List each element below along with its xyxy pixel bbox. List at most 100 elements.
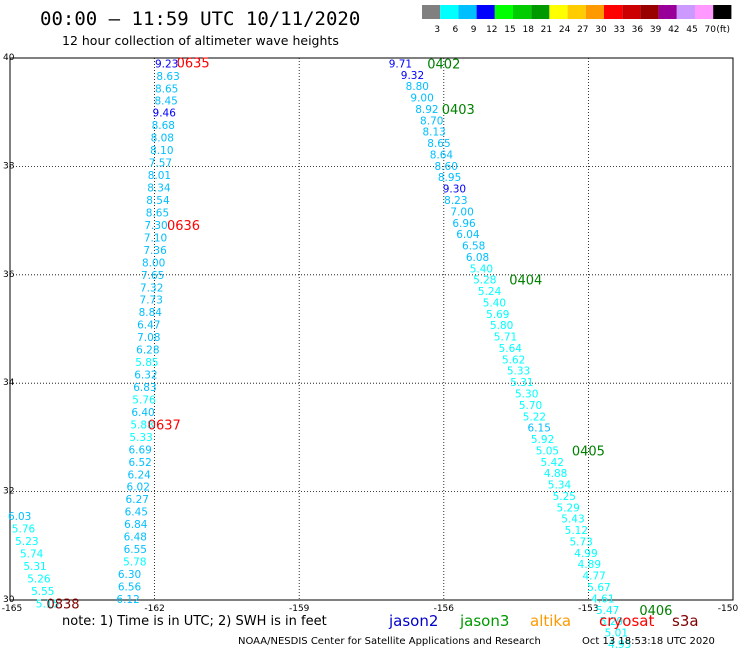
legend-swatch — [567, 5, 586, 19]
legend-swatch — [713, 5, 732, 19]
swh-value: 5.01 — [605, 628, 628, 640]
swh-value: 5.88 — [130, 419, 153, 431]
swh-value: 5.31 — [23, 561, 46, 573]
swh-value: 4.61 — [591, 593, 614, 605]
swh-value: 8.95 — [438, 172, 461, 184]
swh-value: 5.62 — [502, 354, 525, 366]
swh-value: 6.55 — [124, 544, 147, 556]
swh-value: 6.45 — [125, 507, 148, 519]
swh-value: 6.24 — [127, 469, 151, 481]
y-tick-label: 34 — [3, 378, 15, 388]
swh-value: 8.68 — [152, 120, 175, 132]
grid-lines — [10, 58, 733, 600]
x-tick-label: -159 — [289, 604, 310, 614]
legend-label: 15 — [504, 25, 515, 35]
swh-value: 6.56 — [118, 581, 142, 593]
legend-swatch — [549, 5, 568, 19]
legend-label: 3 — [434, 25, 440, 35]
swh-value: 8.01 — [148, 170, 171, 182]
swh-value: 4.95 — [608, 639, 631, 650]
swh-value: 7.32 — [140, 282, 163, 294]
swh-value: 9.23 — [155, 58, 178, 70]
swh-value: 5.71 — [494, 332, 517, 344]
swh-value: 4.88 — [544, 468, 567, 480]
swh-value: 5.74 — [20, 548, 44, 560]
y-tick-label: 36 — [3, 270, 15, 280]
pass-time-label: 0637 — [148, 418, 181, 433]
x-tick-label: -153 — [578, 604, 598, 614]
swh-value: 6.58 — [462, 241, 485, 253]
swh-value: 6.32 — [134, 370, 157, 382]
swh-value: 6.69 — [128, 444, 151, 456]
footer-note: note: 1) Time is in UTC; 2) SWH is in fe… — [62, 614, 327, 629]
swh-value: 6.30 — [118, 569, 141, 581]
swh-value: 8.64 — [430, 149, 454, 161]
swh-value: 9.30 — [443, 184, 466, 196]
legend-label: 6 — [453, 25, 459, 35]
swh-value: 8.13 — [422, 127, 445, 139]
swh-value: 5.24 — [478, 286, 502, 298]
swh-value: 8.70 — [420, 115, 443, 127]
swh-value: 6.83 — [133, 382, 156, 394]
swh-value: 6.03 — [8, 511, 31, 523]
swh-value: 6.12 — [116, 594, 139, 606]
legend-swatch — [658, 5, 677, 19]
swh-value: 5.92 — [531, 434, 554, 446]
legend-label: 27 — [577, 25, 588, 35]
legend-label: 42 — [668, 25, 679, 35]
x-tick-label: -165 — [2, 604, 22, 614]
satellite-legend: jason2 jason3 altika cryosat s3a — [388, 612, 699, 630]
legend-swatch — [440, 5, 459, 19]
satellite-cryosat: cryosat — [599, 612, 654, 630]
swh-value: 4.77 — [582, 571, 605, 583]
legend-swatch — [585, 5, 604, 19]
swh-value: 8.84 — [139, 307, 163, 319]
pass-time-label: 0403 — [442, 103, 475, 118]
legend-label: 33 — [613, 25, 624, 35]
swh-value: 8.34 — [147, 183, 171, 195]
legend-label: 70 — [704, 25, 716, 35]
swh-value: 5.12 — [565, 525, 588, 537]
legend-swatch — [494, 5, 513, 19]
swh-value: 5.30 — [515, 388, 538, 400]
swh-value: 5.43 — [561, 514, 584, 526]
swh-value: 6.27 — [126, 494, 149, 506]
swh-value: 6.40 — [131, 407, 154, 419]
swh-value: 6.96 — [452, 218, 476, 230]
swh-value: 6.84 — [124, 519, 148, 531]
pass-time-label: 0636 — [167, 219, 200, 234]
swh-value: 8.08 — [151, 133, 174, 145]
legend-swatch — [531, 5, 550, 19]
legend-swatch — [476, 5, 495, 19]
pass-time-label: 0635 — [177, 56, 210, 71]
swh-value: 9.71 — [389, 58, 412, 70]
swh-value: 5.29 — [600, 616, 623, 628]
y-tick-label: 38 — [3, 161, 15, 171]
swh-value: 5.76 — [132, 394, 156, 406]
swh-value: 5.78 — [123, 557, 146, 569]
swh-value: 8.23 — [444, 195, 467, 207]
swh-value: 5.69 — [486, 309, 509, 321]
chart-title: 00:00 – 11:59 UTC 10/11/2020 — [40, 8, 360, 30]
legend-label: 12 — [486, 25, 497, 35]
swh-value: 8.65 — [427, 138, 450, 150]
swh-value: 8.80 — [406, 81, 429, 93]
legend-swatch — [604, 5, 623, 19]
legend-label: 24 — [559, 25, 571, 35]
pass-time-label: 0406 — [639, 604, 672, 619]
credit-text: NOAA/NESDIS Center for Satellite Applica… — [238, 636, 541, 647]
swh-value: 7.65 — [141, 270, 164, 282]
legend-label: 30 — [595, 25, 607, 35]
swh-value: 5.26 — [27, 573, 51, 585]
swh-value: 5.29 — [556, 502, 579, 514]
swh-value: 6.47 — [137, 320, 160, 332]
swh-value: 8.92 — [415, 104, 438, 116]
pass-time-label: 0404 — [509, 274, 542, 289]
legend-swatch — [513, 5, 532, 19]
swh-value: 4.89 — [578, 559, 601, 571]
legend-label: 21 — [541, 25, 552, 35]
color-legend: 3 6 9 12 15 18 21 24 27 30 33 36 39 42 45 70 (ft) — [422, 5, 732, 35]
swh-value: 7.57 — [149, 158, 172, 170]
swh-value: 5.67 — [587, 582, 610, 594]
